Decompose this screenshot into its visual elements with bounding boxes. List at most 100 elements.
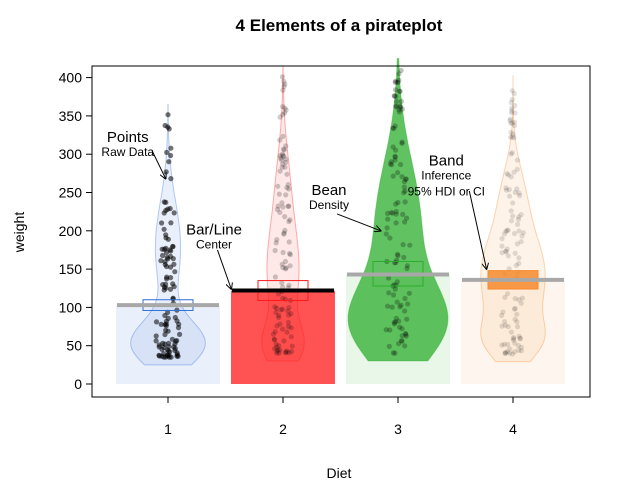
point-diet-2 (288, 334, 294, 340)
point-diet-2 (286, 186, 292, 192)
point-diet-4 (501, 231, 508, 237)
annotation-title: Bar/Line (186, 222, 242, 239)
point-diet-4 (514, 166, 520, 172)
point-diet-2 (281, 338, 287, 344)
point-diet-2 (272, 304, 278, 310)
point-diet-4 (509, 108, 515, 114)
point-diet-4 (508, 151, 514, 157)
point-diet-3 (395, 199, 401, 206)
point-diet-3 (401, 254, 407, 260)
point-diet-3 (397, 103, 403, 109)
point-diet-3 (393, 93, 399, 100)
annotation-title: Band (429, 153, 464, 170)
point-diet-2 (276, 314, 282, 321)
y-tick-label: 50 (66, 338, 82, 354)
point-diet-1 (171, 210, 177, 216)
point-diet-2 (281, 231, 287, 237)
point-diet-3 (385, 210, 391, 216)
point-diet-3 (398, 302, 404, 308)
point-diet-4 (508, 174, 514, 180)
point-diet-2 (282, 266, 289, 272)
point-diet-2 (285, 319, 291, 326)
point-diet-3 (387, 235, 393, 241)
point-diet-3 (397, 88, 403, 94)
point-diet-2 (282, 227, 288, 233)
point-diet-3 (399, 338, 405, 344)
point-diet-4 (516, 190, 522, 196)
point-diet-3 (402, 199, 408, 205)
point-diet-4 (509, 351, 516, 357)
point-diet-4 (505, 349, 511, 355)
bar-diet-4 (461, 279, 565, 384)
point-diet-3 (396, 341, 402, 347)
y-tick-label: 0 (74, 376, 82, 392)
annotation-subtitle: Density (309, 198, 349, 212)
point-diet-3 (391, 321, 397, 327)
point-diet-4 (507, 350, 513, 356)
point-diet-3 (390, 350, 396, 356)
point-diet-4 (508, 116, 514, 122)
point-diet-4 (519, 295, 526, 301)
group-diet-1 (116, 103, 220, 384)
point-diet-2 (271, 337, 277, 343)
point-diet-3 (398, 67, 404, 74)
point-diet-2 (275, 347, 281, 353)
point-diet-4 (518, 212, 524, 218)
point-diet-2 (287, 217, 293, 223)
point-diet-1 (158, 258, 164, 264)
point-diet-2 (283, 349, 289, 355)
point-diet-1 (163, 169, 169, 175)
point-diet-4 (505, 253, 511, 259)
y-tick-label: 100 (59, 299, 83, 315)
point-diet-2 (277, 168, 283, 174)
x-tick-label: 2 (279, 421, 287, 437)
point-diet-4 (503, 228, 509, 234)
point-diet-2 (275, 183, 281, 189)
point-diet-4 (516, 214, 522, 220)
point-diet-4 (516, 297, 522, 303)
point-diet-2 (270, 331, 276, 337)
point-diet-2 (278, 307, 284, 313)
annotation-arrow (151, 150, 166, 178)
point-diet-3 (386, 275, 392, 281)
point-diet-1 (153, 333, 159, 339)
point-diet-4 (508, 134, 514, 140)
point-diet-1 (164, 149, 170, 155)
y-tick-label: 250 (59, 185, 83, 201)
point-diet-3 (398, 161, 404, 168)
point-diet-3 (390, 292, 397, 298)
point-diet-4 (511, 123, 518, 129)
point-diet-4 (512, 316, 518, 322)
point-diet-4 (499, 323, 505, 329)
point-diet-1 (161, 226, 167, 232)
point-diet-4 (513, 262, 519, 268)
point-diet-3 (404, 316, 410, 322)
point-diet-4 (516, 347, 522, 353)
point-diet-4 (500, 309, 506, 315)
point-diet-1 (171, 284, 177, 290)
point-diet-2 (282, 258, 288, 265)
point-diet-2 (277, 209, 283, 215)
point-diet-3 (398, 104, 404, 110)
point-diet-2 (279, 200, 285, 206)
point-diet-1 (162, 331, 168, 338)
point-diet-4 (514, 241, 521, 247)
point-diet-4 (511, 91, 517, 97)
point-diet-3 (396, 77, 402, 83)
point-diet-2 (279, 157, 285, 163)
point-diet-4 (507, 118, 513, 124)
point-diet-2 (286, 312, 292, 318)
point-diet-4 (509, 120, 515, 126)
point-diet-3 (407, 242, 413, 248)
point-diet-2 (284, 348, 290, 354)
point-diet-2 (279, 261, 285, 267)
point-diet-2 (280, 161, 286, 167)
point-diet-2 (279, 280, 285, 286)
point-diet-2 (276, 350, 282, 356)
point-diet-4 (515, 216, 522, 222)
point-diet-2 (274, 350, 280, 356)
point-diet-2 (274, 323, 280, 329)
point-diet-3 (395, 253, 401, 259)
point-diet-3 (401, 190, 407, 196)
